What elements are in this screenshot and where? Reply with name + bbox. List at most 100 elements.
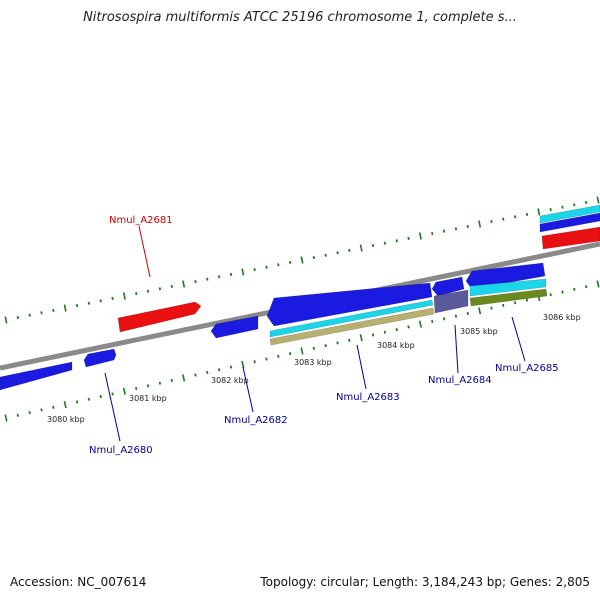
minor-tick (217, 368, 221, 372)
minor-tick (158, 287, 162, 291)
coordinate-labels: 3080 kbp 3081 kbp 3082 kbp 3083 kbp 3084… (47, 313, 581, 424)
gene-arrow-nmul-a2683[interactable] (266, 282, 433, 327)
minor-tick (454, 314, 458, 318)
minor-tick (466, 311, 469, 316)
minor-tick (407, 236, 410, 240)
minor-tick (111, 392, 114, 396)
minor-tick (395, 239, 398, 243)
cds-feature-green-a2685[interactable] (469, 288, 548, 307)
major-tick (418, 320, 422, 328)
minor-tick (561, 205, 564, 209)
minor-tick (146, 289, 150, 293)
minor-tick (502, 303, 505, 308)
minor-tick (442, 229, 446, 233)
major-tick (359, 334, 363, 342)
minor-tick (502, 217, 505, 221)
major-tick (478, 220, 482, 228)
inner-tick-track (4, 280, 600, 422)
minor-tick (336, 341, 339, 345)
cds-feature-olive-a2683[interactable] (269, 307, 435, 346)
gene-label-nmul-a2685[interactable]: Nmul_A2685 (495, 363, 559, 374)
gene-arrow-nmul-a2682[interactable] (210, 315, 259, 339)
minor-tick (16, 413, 20, 417)
minor-tick (442, 317, 446, 321)
map-title: Nitrosospira multiformis ATCC 25196 chro… (83, 10, 517, 25)
minor-tick (265, 357, 268, 361)
minor-tick (371, 244, 375, 248)
minor-tick (229, 365, 233, 369)
cds-feature-slate-a2684[interactable] (433, 289, 469, 314)
minor-tick (383, 241, 387, 245)
minor-tick (549, 293, 552, 297)
minor-tick (573, 203, 576, 207)
minor-tick (75, 304, 79, 308)
minor-tick (52, 308, 55, 312)
minor-tick (584, 200, 588, 204)
gene-arrow-nmul-a2680[interactable] (83, 348, 117, 368)
minor-tick (348, 338, 351, 342)
minor-tick (312, 256, 316, 260)
minor-tick (525, 212, 529, 216)
minor-tick (16, 316, 20, 320)
kbp-label: 3084 kbp (377, 341, 415, 350)
kbp-label: 3085 kbp (460, 327, 498, 336)
gene-arrow-nmul-a2679[interactable] (0, 361, 73, 391)
minor-tick (28, 411, 31, 415)
major-tick (418, 232, 422, 240)
gene-label-nmul-a2680[interactable]: Nmul_A2680 (89, 445, 153, 456)
gene-track[interactable] (0, 204, 600, 391)
minor-tick (525, 298, 529, 302)
minor-tick (28, 313, 31, 317)
minor-tick (170, 378, 173, 383)
gene-arrow-edge-cyan[interactable] (539, 204, 600, 224)
leader-line-nmul-a2684 (454, 324, 459, 374)
minor-tick (277, 354, 280, 358)
minor-tick (87, 397, 91, 401)
cds-feature-cyan-a2683[interactable] (269, 299, 434, 338)
leader-line-nmul-a2682 (242, 366, 254, 413)
gene-arrow-edge-red[interactable] (541, 226, 600, 250)
minor-tick (431, 319, 434, 324)
minor-tick (253, 268, 256, 272)
gene-arrow-nmul-a2681[interactable] (117, 301, 202, 333)
minor-tick (383, 330, 387, 334)
minor-tick (454, 227, 458, 231)
gene-label-nmul-a2684[interactable]: Nmul_A2684 (428, 375, 492, 386)
minor-tick (288, 260, 292, 264)
gene-label-nmul-a2681[interactable]: Nmul_A2681 (109, 215, 173, 226)
major-tick (537, 208, 541, 216)
minor-tick (288, 352, 292, 356)
major-tick (63, 304, 67, 312)
leader-line-nmul-a2685 (511, 316, 526, 362)
minor-tick (324, 344, 327, 348)
gene-arrow-nmul-a2684[interactable] (431, 276, 465, 297)
minor-tick (324, 253, 327, 257)
kbp-label: 3081 kbp (129, 394, 167, 403)
accession-label: Accession: NC_007614 (10, 575, 147, 589)
minor-tick (395, 327, 398, 332)
gene-label-nmul-a2682[interactable]: Nmul_A2682 (224, 415, 288, 426)
minor-tick (217, 275, 221, 279)
minor-tick (348, 248, 351, 252)
minor-tick (490, 306, 493, 310)
minor-tick (158, 381, 162, 385)
cds-feature-cyan-a2685[interactable] (469, 278, 547, 297)
minor-tick (371, 333, 375, 337)
topology-summary: Topology: circular; Length: 3,184,243 bp… (260, 575, 590, 589)
minor-tick (573, 287, 576, 291)
kbp-label: 3086 kbp (543, 313, 581, 322)
minor-tick (194, 280, 197, 284)
minor-tick (561, 290, 564, 294)
gene-label-nmul-a2683[interactable]: Nmul_A2683 (336, 392, 400, 403)
minor-tick (40, 408, 43, 412)
minor-tick (75, 400, 79, 404)
major-tick (300, 347, 304, 355)
minor-tick (466, 224, 469, 228)
minor-tick (87, 301, 91, 305)
gene-labels: Nmul_A2680 Nmul_A2681 Nmul_A2682 Nmul_A2… (89, 215, 559, 456)
gene-arrow-edge-blue[interactable] (539, 212, 600, 233)
major-tick (478, 307, 482, 315)
minor-tick (111, 296, 114, 300)
major-tick (241, 360, 245, 368)
